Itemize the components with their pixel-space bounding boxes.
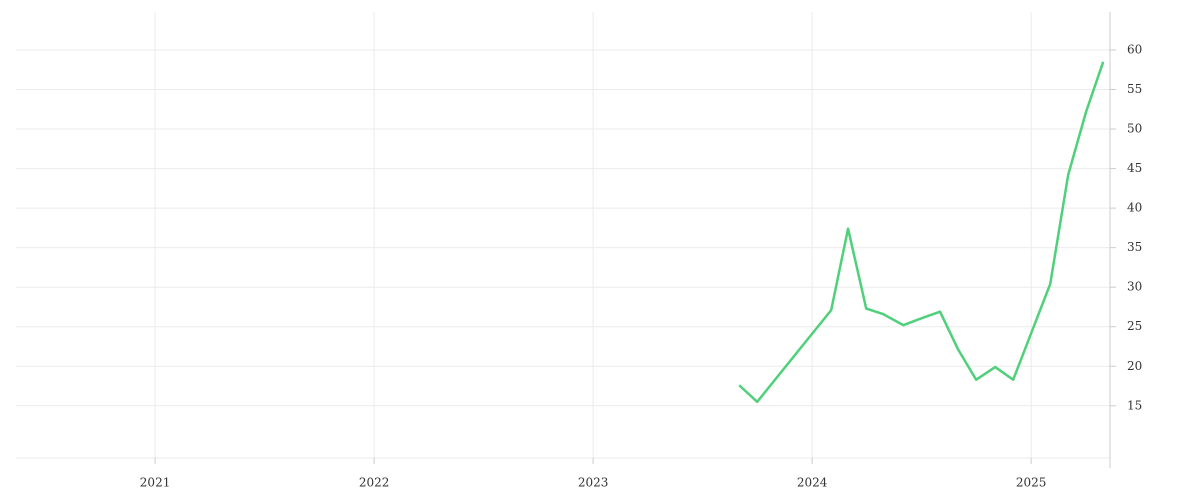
y-tick-label: 60 [1127, 42, 1142, 56]
y-tick-label: 50 [1127, 122, 1142, 136]
y-tick-label: 55 [1127, 82, 1142, 96]
data-line [738, 61, 1105, 404]
y-tick-label: 35 [1127, 240, 1142, 254]
x-tick-label: 2022 [359, 476, 390, 490]
y-tick-label: 30 [1127, 280, 1142, 294]
x-tick-label: 2024 [797, 476, 828, 490]
y-tick-label: 15 [1127, 398, 1142, 412]
y-tick-label: 20 [1127, 359, 1142, 373]
y-tick-label: 25 [1127, 319, 1142, 333]
x-tick-label: 2025 [1016, 476, 1047, 490]
y-tick-label: 40 [1127, 201, 1142, 215]
x-tick-label: 2023 [578, 476, 609, 490]
x-tick-label: 2021 [140, 476, 171, 490]
y-tick-label: 45 [1127, 161, 1142, 175]
